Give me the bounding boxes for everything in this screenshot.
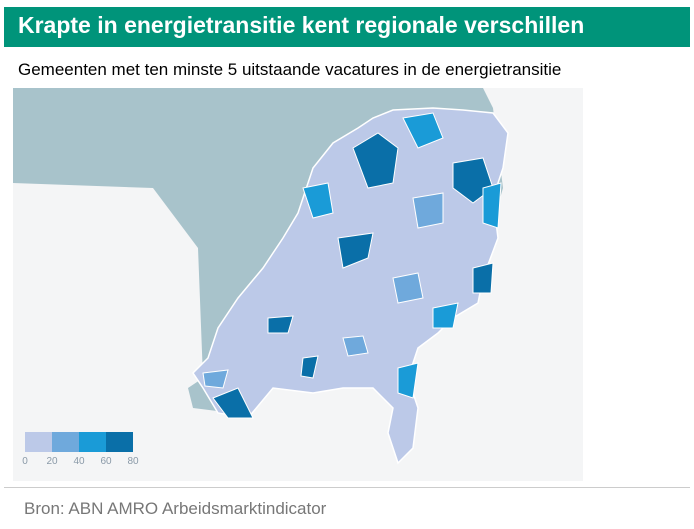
municipalities xyxy=(202,112,502,419)
legend-swatch xyxy=(25,432,52,452)
region xyxy=(397,362,419,399)
legend-tick: 40 xyxy=(73,456,85,467)
subtitle: Gemeenten met ten minste 5 uitstaande va… xyxy=(18,60,562,79)
legend-tick: 20 xyxy=(46,456,58,467)
legend: 0 20 40 60 80 xyxy=(22,432,139,467)
region xyxy=(302,182,334,219)
region xyxy=(342,335,369,357)
region xyxy=(402,112,444,149)
source: Bron: ABN AMRO Arbeidsmarktindicator xyxy=(24,499,327,518)
region xyxy=(212,387,254,419)
region xyxy=(482,182,502,229)
region xyxy=(432,302,459,329)
region xyxy=(202,369,229,389)
map: 0 20 40 60 80 xyxy=(13,88,583,481)
legend-swatch xyxy=(106,432,133,452)
region xyxy=(412,192,444,229)
legend-tick: 0 xyxy=(22,456,28,467)
region xyxy=(337,232,374,269)
legend-tick: 80 xyxy=(127,456,139,467)
neighbour-land xyxy=(13,88,583,481)
region xyxy=(352,132,399,189)
title-bar: Krapte in energietransitie kent regional… xyxy=(4,7,690,47)
legend-swatch xyxy=(79,432,106,452)
region xyxy=(472,262,494,294)
region xyxy=(300,355,319,379)
region xyxy=(267,315,294,334)
legend-tick: 60 xyxy=(100,456,112,467)
title: Krapte in energietransitie kent regional… xyxy=(18,12,585,38)
legend-swatch xyxy=(52,432,79,452)
region xyxy=(392,272,424,304)
divider xyxy=(4,487,690,488)
